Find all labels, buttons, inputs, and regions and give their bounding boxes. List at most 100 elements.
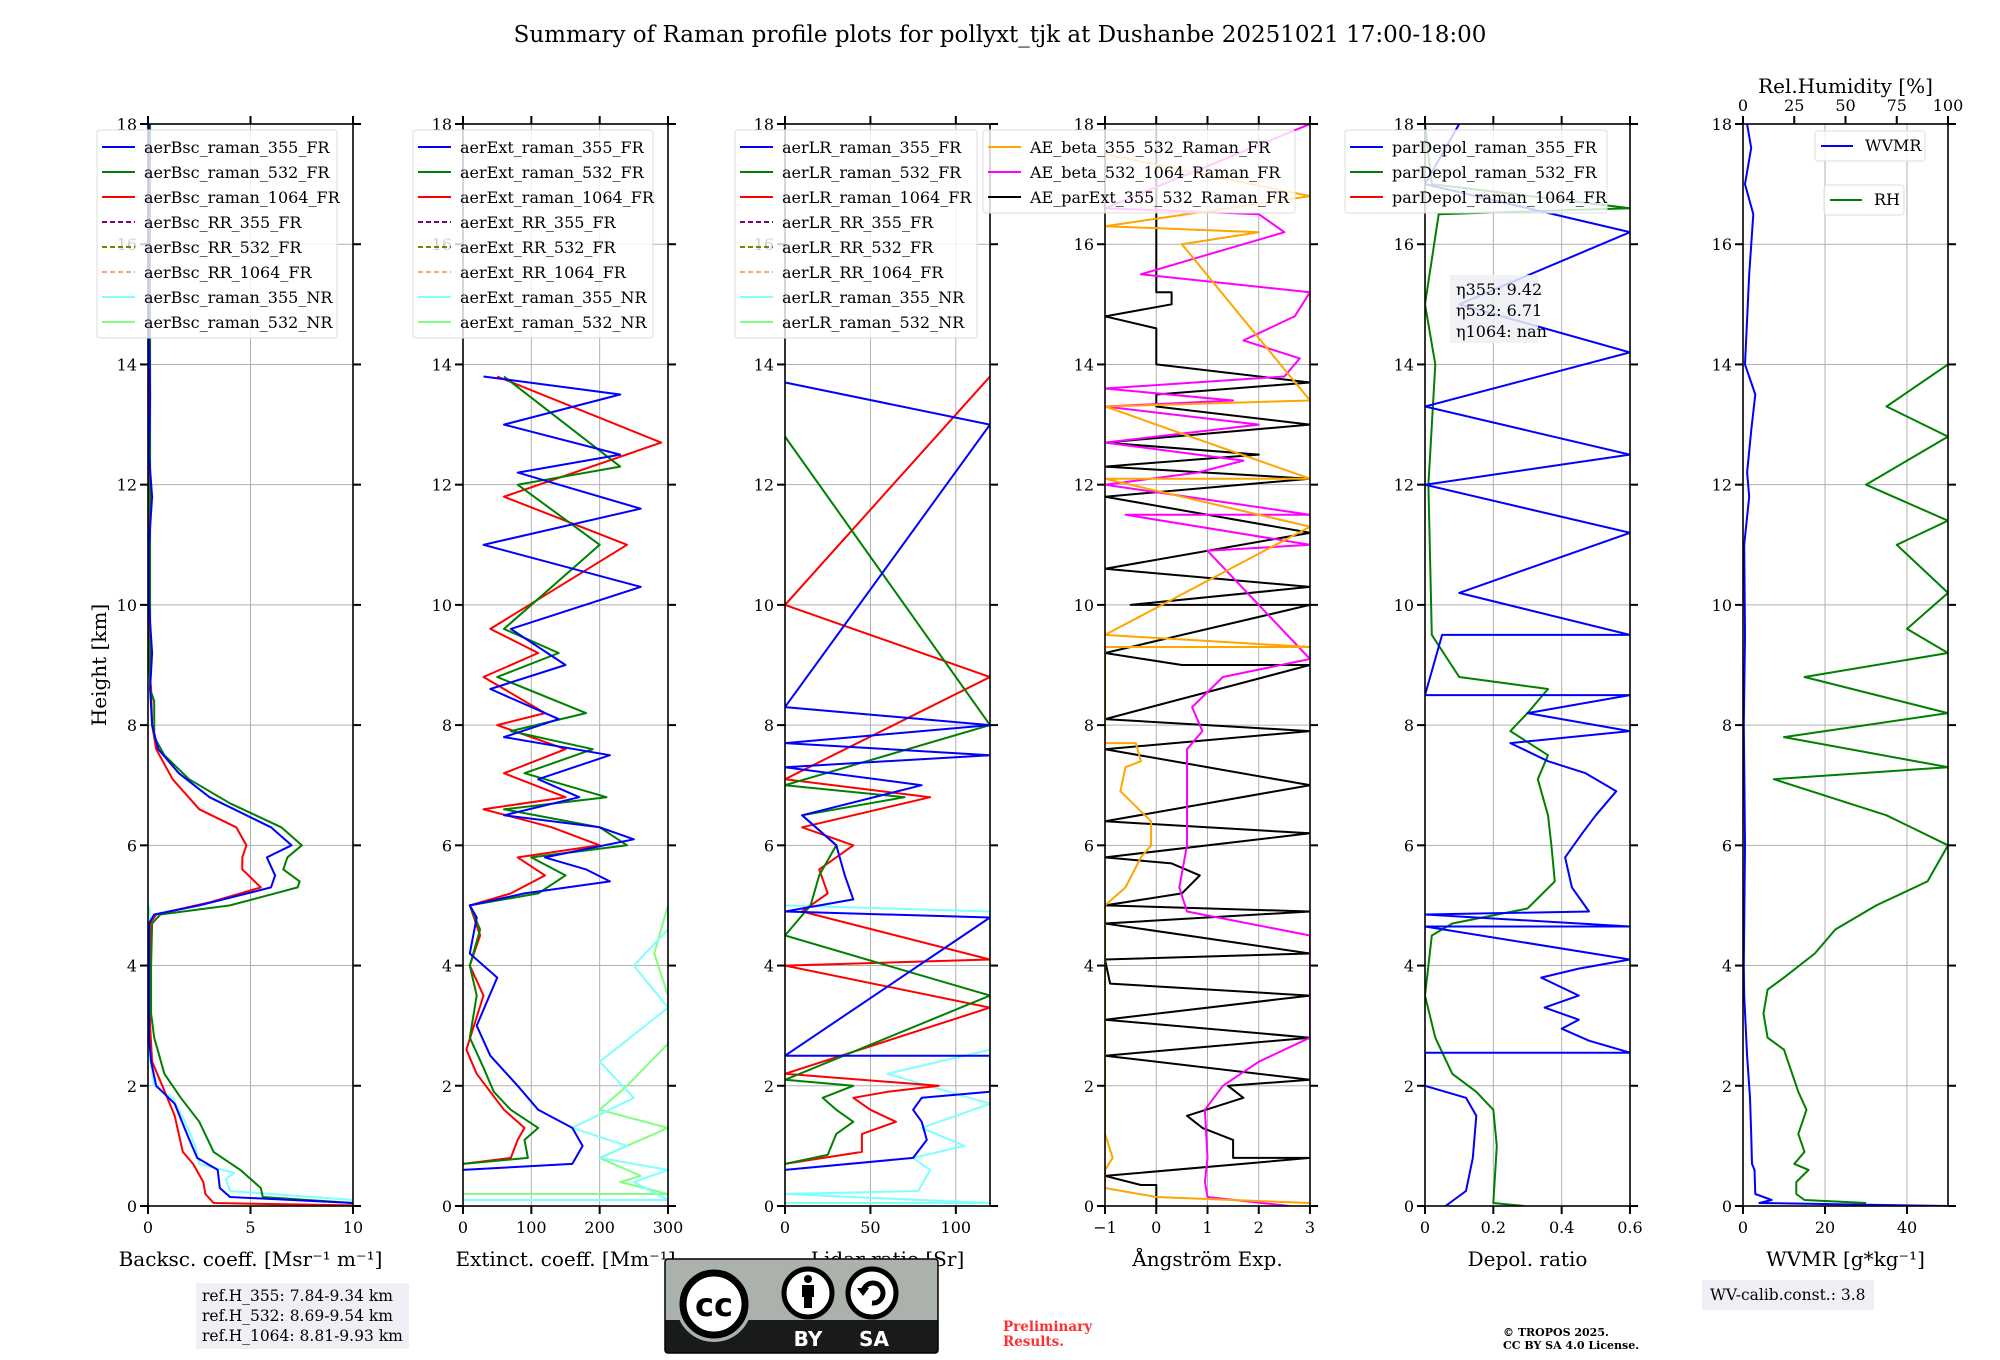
eta-value: η355: 9.42 bbox=[1456, 280, 1542, 299]
ref-height-532: ref.H_532: 8.69-9.54 km bbox=[202, 1307, 393, 1325]
x-tick-label: 0 bbox=[143, 1218, 153, 1237]
axes-frame bbox=[462, 123, 669, 1207]
legend-entry-label: aerBsc_RR_355_FR bbox=[144, 213, 302, 232]
preliminary-line-2: Results. bbox=[1003, 1334, 1064, 1350]
y-tick-label: 12 bbox=[432, 476, 452, 495]
y-tick-label: 8 bbox=[1084, 716, 1094, 735]
y-tick-label: 18 bbox=[1074, 115, 1094, 134]
y-tick-label: 16 bbox=[1074, 235, 1094, 254]
legend-entry-label: aerExt_RR_532_FR bbox=[460, 238, 617, 257]
ref-height-355: ref.H_355: 7.84-9.34 km bbox=[202, 1287, 393, 1305]
x-axis-label: Backsc. coeff. [Msr⁻¹ m⁻¹] bbox=[119, 1247, 383, 1271]
attribution-person-icon bbox=[781, 1266, 835, 1320]
legend-box bbox=[734, 129, 978, 339]
copyright-line-2: CC BY SA 4.0 License. bbox=[1503, 1339, 1640, 1352]
panel-backscatter: 0246810121416180510Backsc. coeff. [Msr⁻¹… bbox=[87, 115, 382, 1271]
legend-entry-label: aerLR_raman_355_NR bbox=[782, 288, 965, 307]
legend-entry-label: AE_parExt_355_532_Raman_FR bbox=[1029, 188, 1290, 207]
y-tick-label: 2 bbox=[442, 1077, 452, 1096]
series-line-aerLR_raman_1064_FR bbox=[785, 375, 990, 1165]
series-line-aerExt_raman_1064_FR bbox=[463, 375, 663, 1165]
legend-entry-label: aerBsc_raman_1064_FR bbox=[144, 188, 341, 207]
share-alike-icon bbox=[845, 1266, 899, 1320]
series-line-aerExt_raman_355_FR bbox=[463, 375, 642, 1171]
x-tick-label: 1 bbox=[1202, 1218, 1212, 1237]
y-tick-label: 2 bbox=[127, 1077, 137, 1096]
legend-entry-label: aerBsc_raman_355_NR bbox=[144, 288, 333, 307]
series-line-AE_beta_355_532_Raman_FR bbox=[1105, 153, 1310, 1204]
series-group bbox=[148, 124, 353, 1206]
x-tick-label: 2 bbox=[1254, 1218, 1264, 1237]
series-line-AE_parExt_355_532_Raman_FR bbox=[1105, 130, 1310, 1206]
svg-text:cc: cc bbox=[695, 1286, 733, 1324]
series-line-parDepol_raman_355_FR bbox=[1425, 124, 1630, 1206]
y-tick-label: 6 bbox=[127, 836, 137, 855]
series-line-aerExt_raman_532_FR bbox=[463, 375, 628, 1165]
series-line-parDepol_raman_532_FR bbox=[1425, 124, 1630, 1206]
y-tick-label: 4 bbox=[764, 957, 774, 976]
y-tick-label: 8 bbox=[442, 716, 452, 735]
panel-depolarization: 0 2 4 6 8 10 12 14 16 18 0 0.2 0.4 0.6 Depol. ratio par… bbox=[1344, 115, 1643, 1271]
legend-backscatter: aerBsc_raman_355_FR aerBsc_raman_532_FRae… bbox=[96, 129, 341, 339]
legend-entry-label: parDepol_raman_355_FR bbox=[1392, 138, 1598, 157]
legend-box bbox=[96, 129, 338, 339]
panel-water_vapor: 0 2 4 6 8 10 12 14 16 18 0 20 40 WVMR [g*kg⁻¹] 0 25 50 75… bbox=[1712, 74, 1964, 1271]
series-line-RH bbox=[1762, 363, 1948, 1204]
y-tick-label: 12 bbox=[117, 476, 137, 495]
ref-height-1064: ref.H_1064: 8.81-9.93 km bbox=[202, 1327, 403, 1345]
legend-entry-label: aerBsc_raman_532_FR bbox=[144, 163, 330, 182]
x-tick-label: 100 bbox=[941, 1218, 972, 1237]
y-tick-label: 18 bbox=[1712, 115, 1732, 134]
x-top-tick-label: 75 bbox=[1887, 96, 1907, 115]
series-group bbox=[1105, 124, 1310, 1206]
y-tick-label: 8 bbox=[1404, 716, 1414, 735]
y-tick-label: 8 bbox=[1722, 716, 1732, 735]
legend-entry-label: aerBsc_RR_532_FR bbox=[144, 238, 302, 257]
y-tick-label: 4 bbox=[1404, 957, 1414, 976]
legend-box bbox=[982, 129, 1296, 214]
y-tick-label: 10 bbox=[117, 596, 137, 615]
legend-entry-label: aerBsc_RR_1064_FR bbox=[144, 263, 313, 282]
x-tick-label: 50 bbox=[860, 1218, 880, 1237]
preliminary-line-1: Preliminary bbox=[1003, 1319, 1093, 1335]
legend-water_vapor: WVMR RH bbox=[1814, 130, 1926, 216]
y-tick-label: 4 bbox=[1084, 957, 1094, 976]
y-tick-label: 14 bbox=[1394, 355, 1414, 374]
y-tick-label: 6 bbox=[764, 836, 774, 855]
legend-box bbox=[1344, 129, 1608, 214]
y-tick-label: 14 bbox=[1712, 355, 1732, 374]
legend-entry-label: AE_beta_532_1064_Raman_FR bbox=[1029, 163, 1281, 182]
x-tick-label: 0 bbox=[1738, 1218, 1748, 1237]
legend-entry-label: aerExt_raman_355_FR bbox=[460, 138, 645, 157]
y-tick-label: 10 bbox=[1712, 596, 1732, 615]
x-top-tick-label: 50 bbox=[1835, 96, 1855, 115]
x-axis-label: Ångström Exp. bbox=[1131, 1246, 1282, 1271]
legend-angstrom: AE_beta_355_532_Raman_FR AE_beta_532_1064… bbox=[982, 129, 1296, 214]
y-tick-label: 2 bbox=[764, 1077, 774, 1096]
legend-entry-label: aerLR_RR_355_FR bbox=[782, 213, 934, 232]
y-tick-label: 6 bbox=[1084, 836, 1094, 855]
series-line-AE_beta_532_1064_Raman_FR bbox=[1105, 124, 1310, 1206]
x-tick-label: 200 bbox=[584, 1218, 615, 1237]
legend-box bbox=[412, 129, 654, 339]
x-tick-label: 0.6 bbox=[1617, 1218, 1642, 1237]
legend-entry-label: aerExt_raman_532_NR bbox=[460, 313, 648, 332]
y-tick-label: 14 bbox=[117, 355, 137, 374]
figure-title: Summary of Raman profile plots for polly… bbox=[513, 22, 1487, 48]
x-tick-label: 5 bbox=[245, 1218, 255, 1237]
reference-height-box: ref.H_355: 7.84-9.34 km ref.H_532: 8.69-… bbox=[196, 1283, 409, 1349]
y-tick-label: 18 bbox=[1394, 115, 1414, 134]
legend-entry-label: aerLR_RR_1064_FR bbox=[782, 263, 944, 282]
y-tick-label: 12 bbox=[754, 476, 774, 495]
y-tick-label: 10 bbox=[1394, 596, 1414, 615]
x-tick-label: 40 bbox=[1897, 1218, 1917, 1237]
x-top-axis-label: Rel.Humidity [%] bbox=[1758, 74, 1933, 98]
legend-entry-label: aerExt_raman_355_NR bbox=[460, 288, 648, 307]
series-line-aerExt_raman_532_NR bbox=[463, 905, 668, 1195]
legend-lidar_ratio: aerLR_raman_355_FR aerLR_raman_532_FR aerL… bbox=[734, 129, 978, 339]
y-tick-label: 16 bbox=[1394, 235, 1414, 254]
legend-entry-label: aerExt_raman_1064_FR bbox=[460, 188, 655, 207]
y-tick-label: 6 bbox=[1722, 836, 1732, 855]
y-tick-label: 0 bbox=[1084, 1197, 1094, 1216]
